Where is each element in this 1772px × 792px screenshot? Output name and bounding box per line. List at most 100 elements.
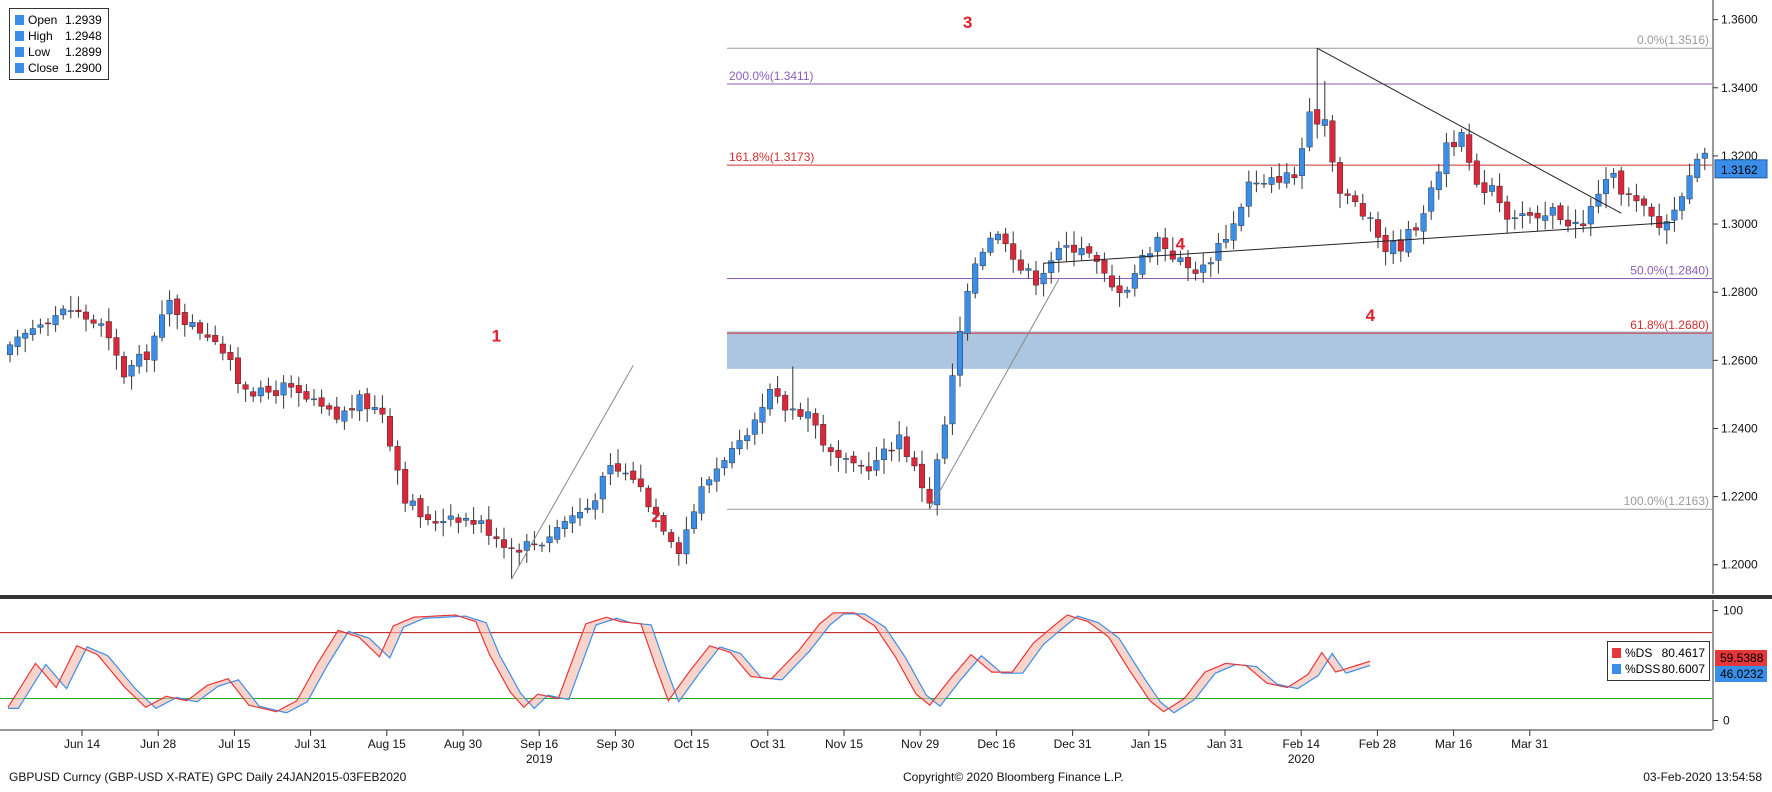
candle-body	[774, 388, 781, 397]
candle-body	[1078, 248, 1085, 256]
candle-body	[782, 394, 789, 411]
legend-close: Close 1.2900	[15, 60, 103, 76]
time-tick-label: Dec 31	[1054, 737, 1092, 751]
candle-body	[440, 521, 447, 524]
candle-body	[1283, 172, 1290, 184]
candle-body	[1610, 173, 1617, 178]
candle-body	[1648, 206, 1655, 217]
candle-body	[1618, 170, 1625, 195]
candle-body	[1443, 142, 1450, 174]
candle-body	[455, 517, 462, 523]
ohlc-legend: Open 1.2939 High 1.2948 Low 1.2899 Close 1.2…	[9, 8, 109, 80]
candle-body	[1374, 219, 1381, 238]
candle-body	[1572, 221, 1579, 224]
candle-body	[1481, 182, 1488, 193]
candle-body	[706, 479, 713, 486]
candle-body	[1435, 171, 1442, 190]
candle-body	[1671, 209, 1678, 221]
candle-body	[1625, 193, 1632, 195]
candle-body	[896, 434, 903, 450]
candle-body	[797, 409, 804, 417]
candle-body	[835, 449, 842, 458]
time-tick-label: Sep 16	[520, 737, 558, 751]
candle-body	[1101, 260, 1108, 274]
candle-body	[843, 458, 850, 460]
oscillator-pane	[0, 612, 1712, 714]
candle-body	[736, 440, 743, 450]
candle-body	[341, 410, 348, 422]
candle-body	[820, 424, 827, 446]
legend-swatch-ds	[1612, 648, 1621, 658]
last-price-label: 1.3162	[1721, 163, 1758, 177]
candle-body	[637, 478, 644, 488]
candle-body	[60, 308, 67, 316]
candle-body	[288, 383, 295, 388]
candle-body	[1397, 239, 1404, 252]
dss-line	[8, 613, 1371, 714]
price-tick-label: 1.2200	[1721, 490, 1758, 504]
candle-body	[554, 527, 561, 540]
candle-body	[196, 322, 203, 334]
candle-body	[653, 506, 660, 515]
candle-body	[1701, 152, 1708, 159]
candle-body	[744, 435, 751, 441]
candle-body	[349, 408, 356, 411]
candle-body	[1336, 162, 1343, 194]
candle-body	[1519, 213, 1526, 217]
candle-body	[531, 543, 538, 546]
candle-body	[865, 466, 872, 472]
candle-body	[485, 519, 492, 536]
candle-body	[850, 455, 857, 464]
candle-body	[295, 385, 302, 394]
candle-body	[212, 334, 219, 342]
candle-body	[1504, 201, 1511, 220]
candle-body	[1162, 237, 1169, 250]
candle-body	[318, 397, 325, 407]
ds-current-value: 59.5388	[1720, 651, 1764, 665]
time-tick-label: Oct 15	[674, 737, 710, 751]
candle-body	[387, 416, 394, 447]
fib-label: 50.0%(1.2840)	[1630, 264, 1709, 278]
candle-body	[1139, 255, 1146, 275]
candle-body	[926, 488, 933, 504]
wave-label: 2	[651, 507, 660, 526]
candle-body	[1146, 253, 1153, 258]
candle-body	[1177, 257, 1184, 262]
trend-line	[929, 278, 1060, 510]
candle-body	[1298, 148, 1305, 176]
candle-body	[1412, 227, 1419, 231]
candle-body	[979, 251, 986, 267]
candle-body	[1116, 285, 1123, 293]
candle-body	[759, 407, 766, 423]
candle-body	[949, 375, 956, 425]
candle-body	[751, 419, 758, 435]
candle-body	[37, 324, 44, 328]
candle-body	[683, 529, 690, 555]
candle-body	[1420, 213, 1427, 232]
candle-body	[1602, 179, 1609, 195]
legend-dss: %DSS 80.6007	[1612, 661, 1705, 677]
candle-body	[1253, 182, 1260, 185]
wave-label: 1	[492, 327, 501, 346]
candle-body	[1238, 206, 1245, 226]
candle-body	[599, 476, 606, 500]
price-pane: 0.0%(1.3516) 200.0%(1.3411) 161.8%(1.3173)…	[6, 13, 1712, 580]
candle-body	[303, 391, 310, 400]
time-tick-label: Jan 15	[1131, 737, 1167, 751]
candle-body	[698, 486, 705, 514]
fib-label: 200.0%(1.3411)	[729, 69, 814, 83]
dss-current-tag	[1715, 666, 1767, 682]
candle-body	[90, 319, 97, 324]
candle-body	[995, 233, 1002, 241]
candle-body	[1587, 206, 1594, 225]
candle-body	[592, 500, 599, 510]
candle-body	[1230, 223, 1237, 241]
candle-body	[447, 515, 454, 520]
candle-body	[1260, 182, 1267, 185]
candle-body	[1488, 185, 1495, 192]
legend-swatch	[15, 15, 24, 25]
candle-body	[1245, 181, 1252, 207]
pane-separator	[0, 595, 1772, 599]
candle-body	[1025, 268, 1032, 271]
